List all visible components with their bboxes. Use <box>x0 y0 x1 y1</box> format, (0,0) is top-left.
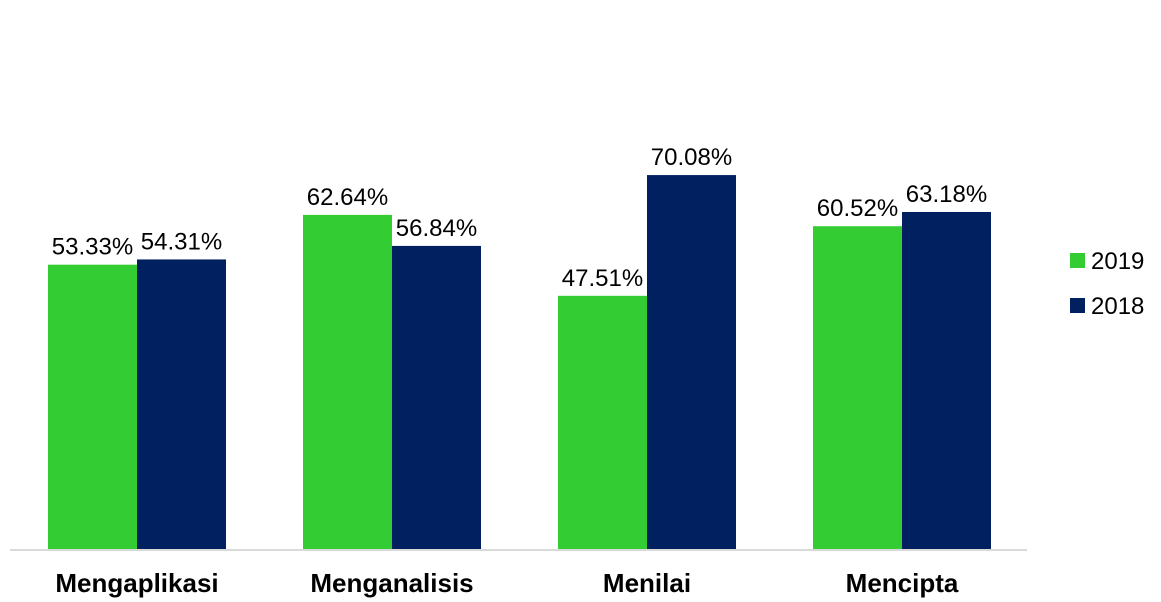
data-label-2019-mencipta: 60.52% <box>817 195 898 222</box>
category-label-menganalisis: Menganalisis <box>310 568 473 598</box>
bar-2019-menganalisis <box>303 214 392 550</box>
data-label-2018-menganalisis: 56.84% <box>396 215 477 242</box>
data-label-2018-menilai: 70.08% <box>651 144 732 171</box>
legend: 2019 2018 <box>1070 248 1144 320</box>
bar-2019-menilai <box>558 295 647 550</box>
bar-2018-menganalisis <box>392 245 481 550</box>
data-label-2019-mengaplikasi: 53.33% <box>52 234 133 261</box>
legend-label-2019: 2019 <box>1091 248 1144 275</box>
data-label-2019-menganalisis: 62.64% <box>307 184 388 211</box>
legend-label-2018: 2018 <box>1091 293 1144 320</box>
data-label-2018-mengaplikasi: 54.31% <box>141 228 222 255</box>
bar-2018-mengaplikasi <box>137 259 226 550</box>
data-label-2018-mencipta: 63.18% <box>906 181 987 208</box>
bar-2018-mencipta <box>902 211 991 550</box>
category-label-mengaplikasi: Mengaplikasi <box>55 568 218 598</box>
bar-2018-menilai <box>647 175 736 550</box>
category-label-menilai: Menilai <box>603 568 691 598</box>
legend-swatch-2019 <box>1070 253 1085 268</box>
value-labels-layer: 53.33% 54.31% 62.64% 56.84% 47.51% 70.08% 60.5… <box>52 144 987 292</box>
data-label-2019-menilai: 47.51% <box>562 265 643 292</box>
legend-swatch-2018 <box>1070 298 1085 313</box>
bars-layer <box>48 175 991 550</box>
bar-2019-mencipta <box>813 226 902 550</box>
category-labels-layer: Mengaplikasi Menganalisis Menilai Mencipta <box>55 568 959 598</box>
bar-2019-mengaplikasi <box>48 264 137 550</box>
category-label-mencipta: Mencipta <box>846 568 959 598</box>
